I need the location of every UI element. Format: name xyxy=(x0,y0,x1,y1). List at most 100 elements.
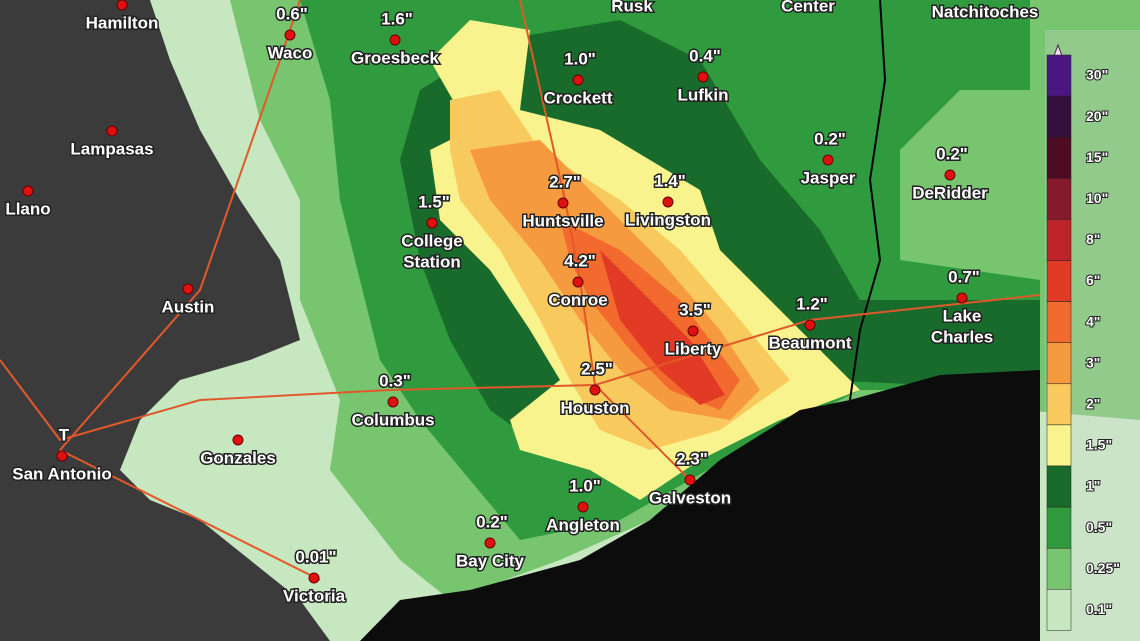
legend-label: 8" xyxy=(1086,231,1100,247)
city-dot xyxy=(182,283,194,295)
rain-amount: 1.6" xyxy=(381,9,413,28)
city-dot xyxy=(484,537,496,549)
legend-swatch xyxy=(1046,589,1072,631)
legend-label: 15" xyxy=(1086,149,1108,165)
city-name: Victoria xyxy=(283,586,346,605)
legend-swatch xyxy=(1046,465,1072,508)
city-name: San Antonio xyxy=(12,464,111,483)
rain-amount: 1.4" xyxy=(654,171,686,190)
city-name: Lufkin xyxy=(678,85,729,104)
rain-amount: 2.3" xyxy=(676,449,708,468)
rain-amount: 1.2" xyxy=(796,294,828,313)
city-name: DeRidder xyxy=(912,183,988,202)
city-name: Liberty xyxy=(665,339,722,358)
city-name: Hamilton xyxy=(86,13,159,32)
city-dot xyxy=(687,325,699,337)
city-name: Bay City xyxy=(456,551,525,570)
city-name: Groesbeck xyxy=(351,48,439,67)
city-name: Charles xyxy=(931,327,993,346)
legend-swatch xyxy=(1046,547,1072,590)
city-name: Lampasas xyxy=(70,139,153,158)
city-name: Rusk xyxy=(611,0,653,15)
legend-label: 4" xyxy=(1086,313,1100,329)
rain-amount: 2.7" xyxy=(549,172,581,191)
city-name: Livingston xyxy=(625,210,711,229)
city-dot xyxy=(684,474,696,486)
city-name: Gonzales xyxy=(200,448,276,467)
city-name: College xyxy=(401,231,462,250)
legend-swatch xyxy=(1046,260,1072,302)
city-dot xyxy=(944,169,956,181)
highway xyxy=(519,0,596,386)
city-name: Galveston xyxy=(649,488,731,507)
city-name: Natchitoches xyxy=(932,2,1039,21)
rain-amount: 1.0" xyxy=(569,476,601,495)
rain-amount: T xyxy=(59,425,70,444)
legend-label: 6" xyxy=(1086,272,1100,288)
rain-amount: 3.5" xyxy=(679,300,711,319)
legend-swatch xyxy=(1046,178,1072,220)
legend-swatch xyxy=(1046,424,1072,467)
rain-amount: 2.5" xyxy=(581,359,613,378)
city-dot xyxy=(572,74,584,86)
rain-amount: 1.5" xyxy=(418,192,450,211)
rain-six xyxy=(600,250,725,405)
legend-swatch xyxy=(1046,342,1072,385)
city-dot xyxy=(557,197,569,209)
city-name: Columbus xyxy=(351,410,434,429)
city-dot xyxy=(589,384,601,396)
legend-swatch xyxy=(1046,506,1072,549)
legend-label: 0.25" xyxy=(1086,560,1120,576)
legend-label: 1.5" xyxy=(1086,437,1112,453)
city-dot xyxy=(232,434,244,446)
legend-label: 0.5" xyxy=(1086,519,1112,535)
rain-amount: 0.7" xyxy=(948,267,980,286)
legend-swatch xyxy=(1046,136,1072,179)
legend-label: 1" xyxy=(1086,478,1100,494)
city-dot xyxy=(572,276,584,288)
city-dot xyxy=(56,450,68,462)
city-dot xyxy=(697,71,709,83)
rain-amount: 0.4" xyxy=(689,46,721,65)
legend-swatch xyxy=(1046,301,1072,343)
city-dot xyxy=(956,292,968,304)
city-name: Crockett xyxy=(544,88,613,107)
city-dot xyxy=(662,196,674,208)
rain-amount: 0.01" xyxy=(295,547,336,566)
highway xyxy=(59,449,321,581)
city-name: Llano xyxy=(5,199,50,218)
city-name: Angleton xyxy=(546,515,620,534)
city-name: Center xyxy=(781,0,835,15)
legend-label: 30" xyxy=(1086,67,1108,83)
rain-amount: 0.2" xyxy=(476,512,508,531)
state-border xyxy=(849,0,887,401)
city-dot xyxy=(284,29,296,41)
legend-label: 20" xyxy=(1086,108,1108,124)
city-name: Jasper xyxy=(801,168,856,187)
city-dot xyxy=(822,154,834,166)
rain-amount: 0.2" xyxy=(814,129,846,148)
city-name: Waco xyxy=(268,43,313,62)
city-name: Lake xyxy=(943,306,982,325)
rain-amount: 0.2" xyxy=(936,144,968,163)
legend-label: 0.1" xyxy=(1086,601,1112,617)
city-dot xyxy=(804,319,816,331)
legend-swatch xyxy=(1046,383,1072,426)
city-dot xyxy=(106,125,118,137)
city-dot xyxy=(426,217,438,229)
city-name: Station xyxy=(403,252,461,271)
city-dot xyxy=(22,185,34,197)
rain-amount: 0.3" xyxy=(379,371,411,390)
legend-swatch xyxy=(1046,219,1072,261)
city-name: Austin xyxy=(162,297,215,316)
city-dot xyxy=(577,501,589,513)
rain-amount: 1.0" xyxy=(564,49,596,68)
highway xyxy=(594,384,691,481)
city-dot xyxy=(387,396,399,408)
legend-label: 3" xyxy=(1086,354,1100,370)
gulf-water xyxy=(360,370,1040,641)
rain-amount: 0.6" xyxy=(276,4,308,23)
rain-amount: 4.2" xyxy=(564,251,596,270)
legend-swatch xyxy=(1046,95,1072,138)
